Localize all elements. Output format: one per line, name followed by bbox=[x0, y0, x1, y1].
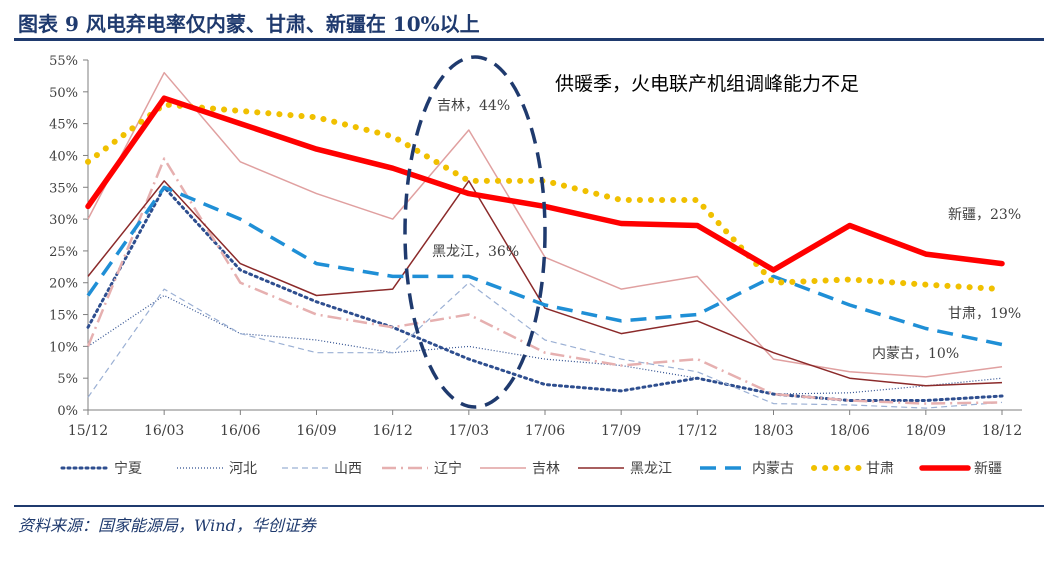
x-tick-label: 17/09 bbox=[601, 423, 641, 439]
y-tick-label: 10% bbox=[49, 340, 78, 355]
y-tick-label: 5% bbox=[57, 372, 78, 387]
y-tick-label: 30% bbox=[49, 213, 78, 228]
series-line-8 bbox=[85, 101, 1005, 293]
annotation-6: 内蒙古，10% bbox=[872, 346, 959, 362]
y-tick-label: 20% bbox=[49, 277, 78, 292]
bottom-rule bbox=[14, 505, 1044, 507]
legend-label-2: 河北 bbox=[229, 461, 257, 477]
legend-label-3: 山西 bbox=[334, 461, 362, 477]
highlight-ellipse bbox=[403, 55, 547, 409]
top-rule bbox=[14, 38, 1044, 41]
legend-label-7: 内蒙古 bbox=[752, 461, 794, 477]
series-line-1 bbox=[86, 185, 1004, 402]
legend-label-5: 吉林 bbox=[532, 461, 560, 477]
line-chart: 0% 5% 10% 15% 20% 25% 30% 35% 40% 45% 50% 55% 15/12 1… bbox=[49, 54, 1022, 477]
series-line-3 bbox=[87, 282, 1003, 409]
x-tick-label: 18/12 bbox=[982, 423, 1022, 439]
legend-label-9: 新疆 bbox=[974, 461, 1002, 477]
y-tick-label: 40% bbox=[49, 149, 78, 164]
annotation-3: 黑龙江，36% bbox=[432, 244, 519, 260]
y-tick-label: 0% bbox=[57, 404, 78, 419]
x-tick-label: 17/12 bbox=[677, 423, 717, 439]
x-tick-label: 18/09 bbox=[906, 423, 946, 439]
x-tick-label: 18/03 bbox=[753, 423, 793, 439]
legend-label-6: 黑龙江 bbox=[630, 461, 672, 477]
x-tick-label: 17/06 bbox=[525, 423, 565, 439]
x-tick-label: 16/12 bbox=[372, 423, 412, 439]
y-tick-label: 45% bbox=[49, 118, 78, 133]
annotation-1: 供暖季，火电联产机组调峰能力不足 bbox=[555, 73, 859, 95]
x-tick-label: 16/09 bbox=[296, 423, 336, 439]
series-line-6 bbox=[87, 180, 1003, 387]
annotation-5: 甘肃，19% bbox=[948, 306, 1021, 322]
x-tick-label: 16/03 bbox=[144, 423, 184, 439]
x-tick-label: 15/12 bbox=[68, 423, 108, 439]
y-tick-label: 15% bbox=[49, 309, 78, 324]
annotation-4: 新疆，23% bbox=[948, 207, 1021, 223]
legend-label-1: 宁夏 bbox=[114, 460, 142, 477]
title-bar: 图表 9 风电弃电率仅内蒙、甘肃、新疆在 10%以上 bbox=[0, 0, 1062, 40]
source-note: 资料来源：国家能源局，Wind，华创证券 bbox=[18, 516, 316, 535]
series-line-7 bbox=[86, 185, 1003, 347]
series-line-4 bbox=[86, 157, 1003, 405]
y-tick-label: 35% bbox=[49, 181, 78, 196]
figure-title: 图表 9 风电弃电率仅内蒙、甘肃、新疆在 10%以上 bbox=[18, 12, 480, 36]
x-tick-label: 18/06 bbox=[829, 423, 869, 439]
legend-label-8: 甘肃 bbox=[866, 461, 894, 477]
x-tick-label: 16/06 bbox=[220, 423, 260, 439]
annotation-2: 吉林，44% bbox=[437, 98, 510, 114]
x-tick-label: 17/03 bbox=[449, 423, 489, 439]
y-tick-label: 55% bbox=[49, 54, 78, 69]
y-tick-label: 50% bbox=[49, 86, 78, 101]
legend-label-4: 辽宁 bbox=[434, 460, 462, 477]
y-tick-label: 25% bbox=[49, 245, 78, 260]
